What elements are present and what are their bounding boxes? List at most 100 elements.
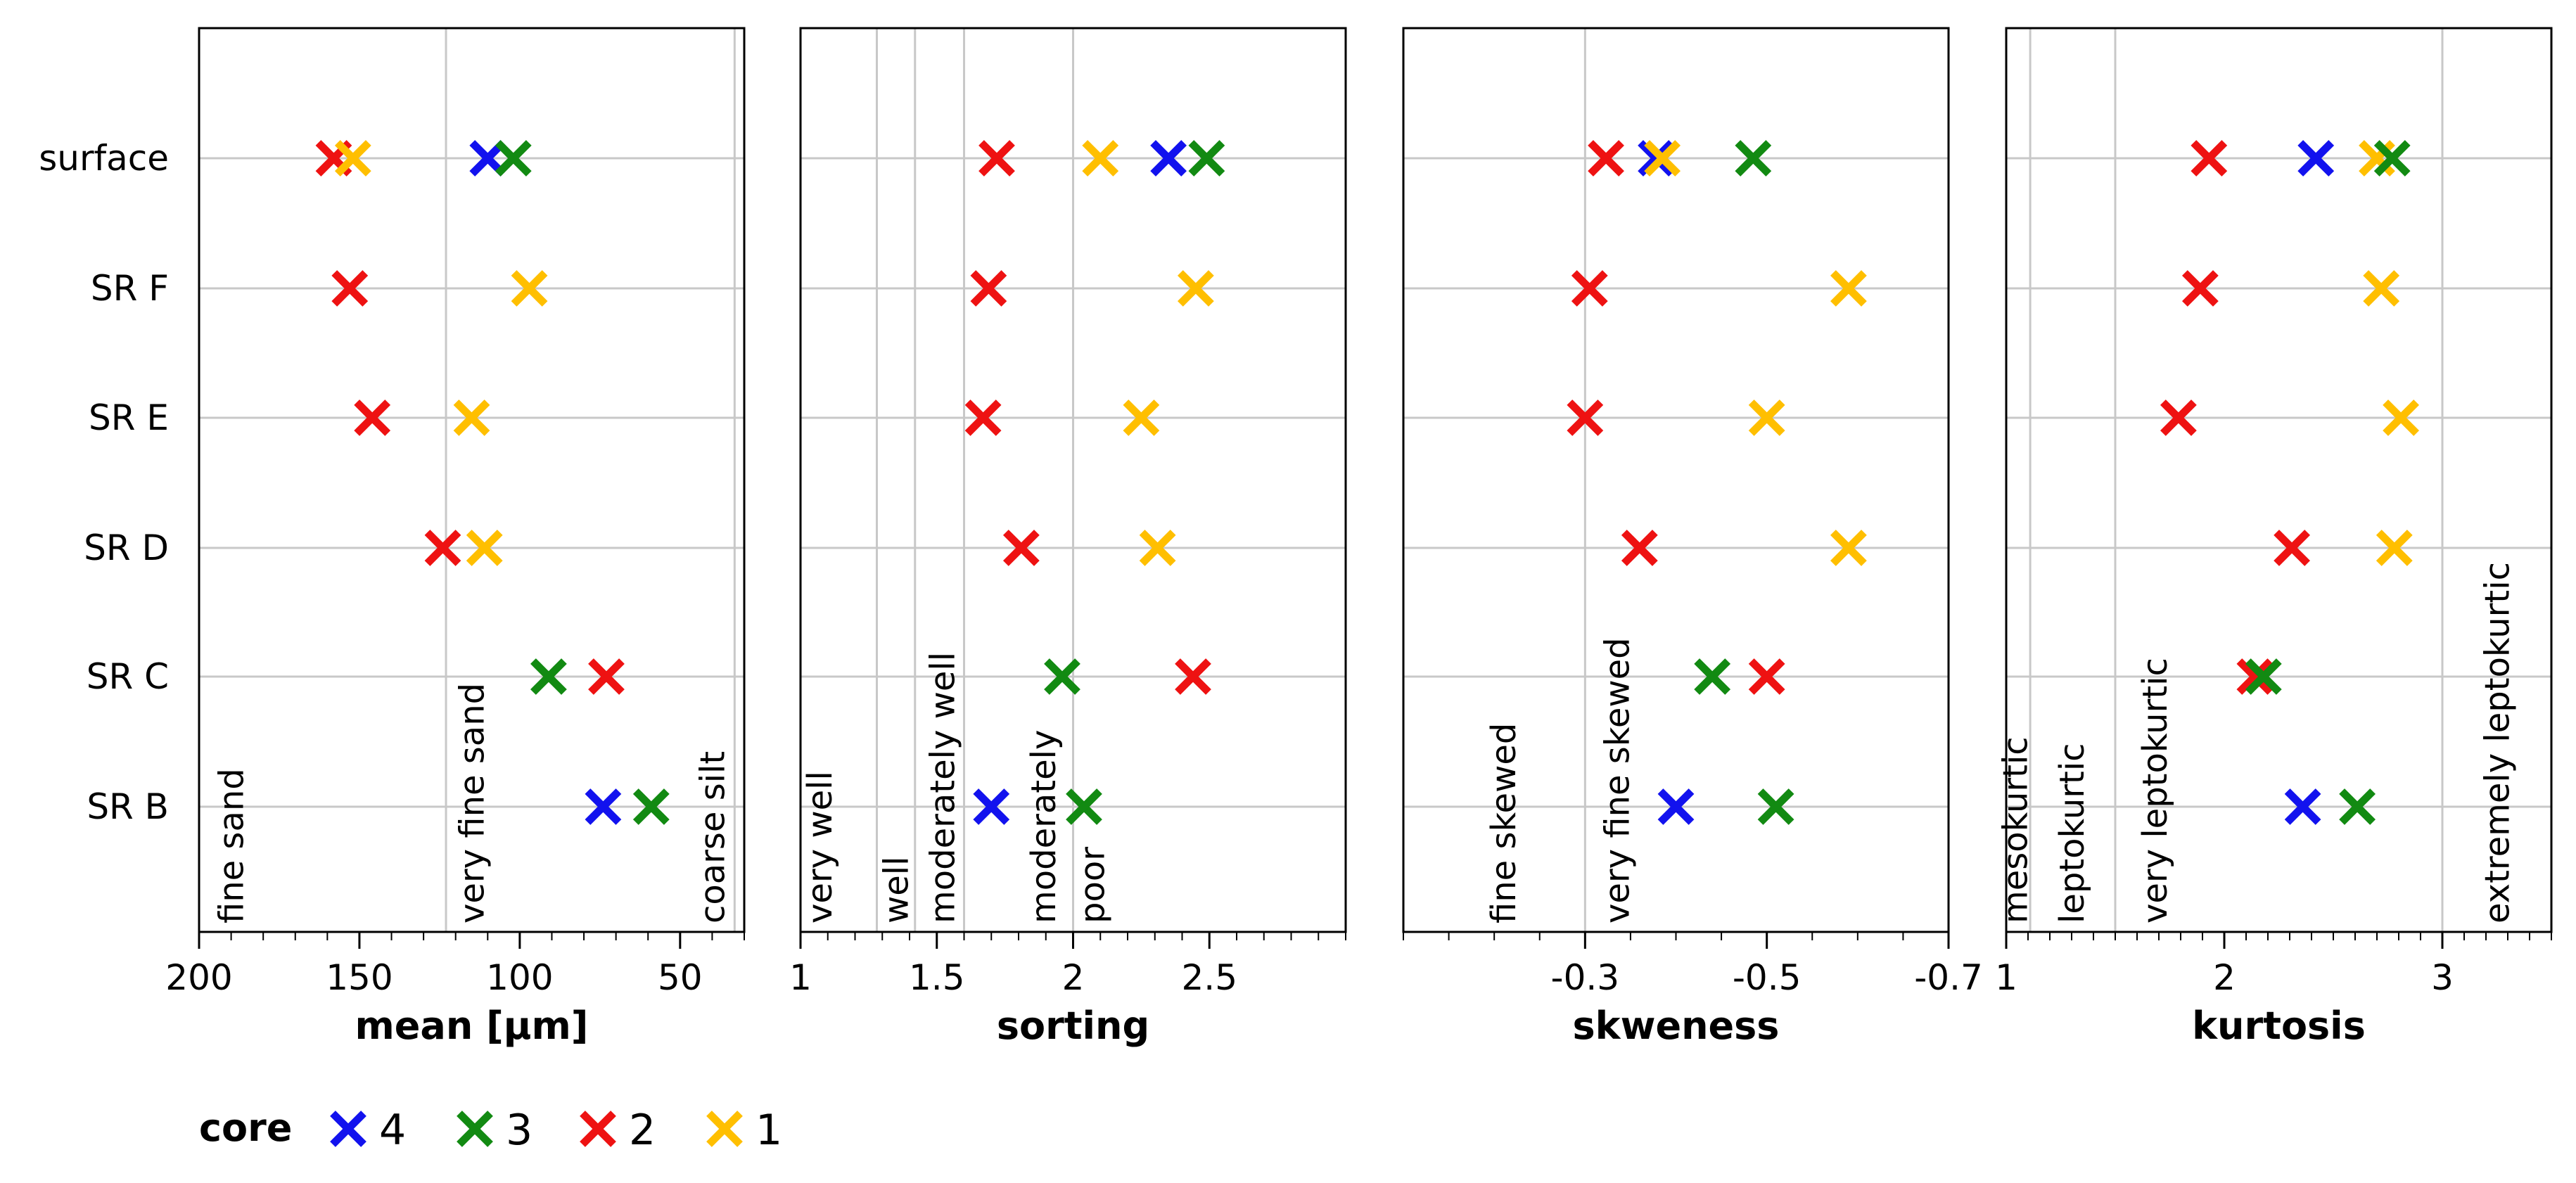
marker-stroke bbox=[1694, 658, 1731, 695]
data-point-core-1-sr-f bbox=[2363, 270, 2400, 307]
data-point-core-2-surface bbox=[2191, 140, 2228, 177]
data-point-core-1-surface bbox=[334, 140, 371, 177]
y-tick-label-surface: surface bbox=[39, 138, 169, 179]
data-point-core-2-sr-f bbox=[331, 270, 369, 307]
marker-stroke bbox=[1150, 140, 1187, 177]
plot-frame bbox=[2005, 27, 2553, 933]
x-tick-label: 200 bbox=[165, 957, 232, 998]
class-label-very-leptokurtic: very leptokurtic bbox=[2136, 658, 2175, 923]
data-point-core-1-sr-d bbox=[1830, 530, 1867, 566]
x-tick-label: 150 bbox=[326, 957, 393, 998]
marker-stroke bbox=[453, 399, 490, 436]
class-label-well: well bbox=[877, 857, 917, 923]
class-label-extremely-leptokurtic: extremely leptokurtic bbox=[2478, 562, 2518, 923]
legend-label: 1 bbox=[755, 1106, 782, 1155]
data-point-core-2-sr-d bbox=[1002, 530, 1040, 566]
marker-stroke bbox=[2284, 788, 2321, 825]
marker-stroke bbox=[1638, 140, 1674, 177]
legend-label: 4 bbox=[379, 1106, 406, 1155]
legend-label: 3 bbox=[506, 1106, 533, 1155]
data-point-core-2-sr-c bbox=[588, 658, 625, 695]
marker-stroke bbox=[585, 788, 622, 825]
data-point-core-3-sr-c bbox=[1694, 658, 1731, 695]
marker-stroke bbox=[2182, 270, 2219, 307]
marker-stroke bbox=[1748, 399, 1785, 436]
data-point-core-2-sr-f bbox=[2182, 270, 2219, 307]
marker-stroke bbox=[1175, 658, 1211, 695]
plot-frame bbox=[198, 27, 746, 933]
marker-stroke bbox=[1082, 140, 1119, 177]
data-point-core-3-sr-b bbox=[2339, 788, 2376, 825]
data-point-core-3-surface bbox=[1188, 140, 1225, 177]
x-axis-label: kurtosis bbox=[2192, 1004, 2366, 1048]
legend-title: core bbox=[199, 1106, 292, 1150]
marker-stroke bbox=[1830, 530, 1867, 566]
y-tick-label-sr-d: SR D bbox=[84, 527, 169, 568]
marker-stroke bbox=[1139, 530, 1176, 566]
x-axis-label: sorting bbox=[997, 1004, 1149, 1048]
marker-stroke bbox=[970, 270, 1007, 307]
data-point-core-3-surface bbox=[495, 140, 532, 177]
marker-stroke bbox=[1123, 399, 1160, 436]
class-label-fine-skewed: fine skewed bbox=[1484, 723, 1524, 923]
x-tick-label: -0.3 bbox=[1551, 957, 1620, 998]
marker-stroke bbox=[1044, 658, 1080, 695]
x-tick-label: 2 bbox=[2213, 957, 2236, 998]
y-tick-label-sr-c: SR C bbox=[87, 656, 169, 697]
legend-item-core-1: 1 bbox=[706, 1106, 782, 1155]
marker-stroke bbox=[588, 658, 625, 695]
marker-stroke bbox=[1066, 788, 1102, 825]
marker-stroke bbox=[1567, 399, 1604, 436]
x-axis-label: mean [µm] bbox=[355, 1004, 589, 1048]
marker-stroke bbox=[2373, 140, 2411, 177]
data-point-core-3-surface bbox=[2373, 140, 2411, 177]
marker-stroke bbox=[1621, 530, 1658, 566]
marker-stroke bbox=[1644, 140, 1681, 177]
data-point-core-2-sr-e bbox=[964, 399, 1002, 436]
marker-stroke bbox=[978, 140, 1015, 177]
class-label-poor: poor bbox=[1073, 847, 1113, 923]
marker-stroke bbox=[530, 658, 567, 695]
panel-sorting: 1 1.5 2 2.5 sorting very well well moderately w… bbox=[789, 27, 1347, 1048]
data-point-core-1-sr-d bbox=[466, 530, 503, 566]
legend-marker bbox=[706, 1111, 743, 1147]
marker-stroke bbox=[1188, 140, 1225, 177]
data-point-core-3-sr-c bbox=[2245, 658, 2282, 695]
x-tick-label: 2 bbox=[1062, 957, 1085, 998]
x-tick-label: 100 bbox=[486, 957, 553, 998]
marker-stroke bbox=[632, 788, 670, 825]
data-point-core-3-sr-b bbox=[632, 788, 670, 825]
data-point-core-3-sr-c bbox=[1044, 658, 1080, 695]
marker-stroke bbox=[354, 399, 391, 436]
marker-stroke bbox=[2297, 140, 2335, 177]
data-point-core-4-sr-b bbox=[585, 788, 622, 825]
data-point-core-2-sr-d bbox=[424, 530, 461, 566]
marker-stroke bbox=[973, 788, 1010, 825]
class-label-coarse-silt: coarse silt bbox=[693, 751, 732, 923]
marker-stroke bbox=[1830, 270, 1867, 307]
marker-stroke bbox=[511, 270, 548, 307]
marker-stroke bbox=[2274, 530, 2310, 566]
marker-stroke bbox=[1757, 788, 1794, 825]
class-label-fine-sand: fine sand bbox=[212, 768, 252, 923]
data-point-core-2-sr-f bbox=[970, 270, 1007, 307]
data-point-core-1-surface bbox=[1644, 140, 1681, 177]
data-point-core-2-surface bbox=[978, 140, 1015, 177]
data-point-core-2-sr-e bbox=[2160, 399, 2197, 436]
legend-marker bbox=[580, 1111, 616, 1147]
data-point-core-3-sr-c bbox=[530, 658, 567, 695]
data-point-core-1-sr-e bbox=[2383, 399, 2419, 436]
panel-kurtosis: 1 2 3 kurtosis mesokurtic leptokurtic very lep… bbox=[1995, 27, 2553, 1048]
data-point-core-4-surface bbox=[1638, 140, 1674, 177]
data-point-core-2-sr-e bbox=[1567, 399, 1604, 436]
legend: core 4 3 2 1 bbox=[199, 1106, 782, 1155]
marker-stroke bbox=[331, 270, 369, 307]
class-label-leptokurtic: leptokurtic bbox=[2053, 743, 2092, 923]
data-point-core-4-surface bbox=[1150, 140, 1187, 177]
data-point-core-2-surface bbox=[1588, 140, 1624, 177]
marker-stroke bbox=[1657, 788, 1695, 825]
data-point-core-2-sr-f bbox=[1571, 270, 1608, 307]
class-label-mesokurtic: mesokurtic bbox=[1996, 736, 2035, 923]
